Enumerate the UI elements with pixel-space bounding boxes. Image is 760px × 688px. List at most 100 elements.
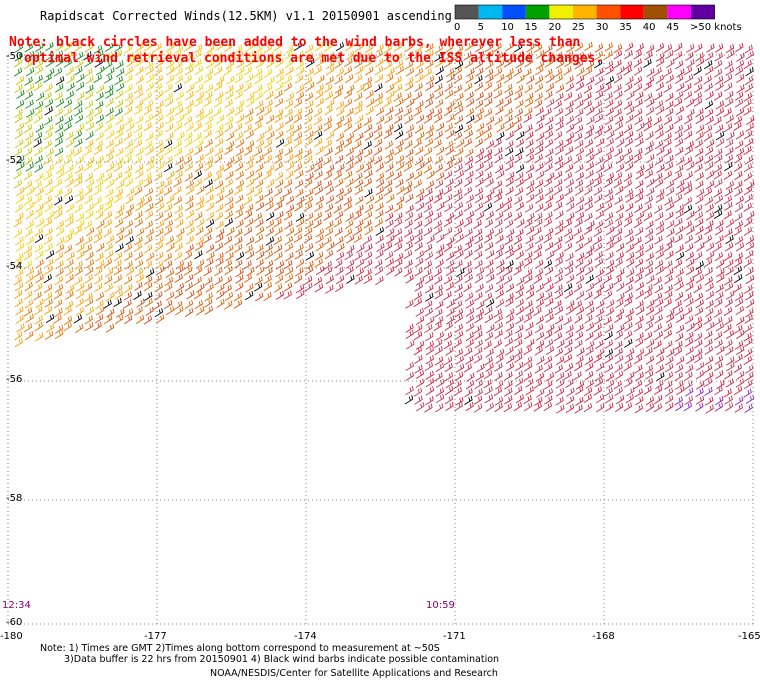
wind-barb xyxy=(384,60,393,70)
wind-barb xyxy=(34,227,43,237)
wind-barb xyxy=(345,212,354,222)
wind-barb xyxy=(603,202,613,212)
wind-barb xyxy=(283,179,293,189)
wind-barb xyxy=(75,194,85,204)
wind-barb xyxy=(734,252,743,262)
wind-barb xyxy=(185,91,194,101)
wind-barb xyxy=(415,307,424,317)
wind-barb xyxy=(583,236,593,246)
wind-barb xyxy=(594,124,604,134)
wind-barb xyxy=(555,225,564,235)
wind-barb xyxy=(493,339,502,349)
wind-barb xyxy=(736,329,745,339)
wind-barb xyxy=(423,164,432,174)
wind-barb xyxy=(204,161,213,172)
wind-barb xyxy=(543,259,553,269)
wind-barb xyxy=(415,114,425,124)
wind-barb xyxy=(334,259,343,269)
wind-barb xyxy=(623,378,633,388)
wind-barb xyxy=(405,299,414,309)
wind-barb xyxy=(255,250,265,261)
wind-barb xyxy=(35,298,44,309)
wind-barb xyxy=(453,227,463,237)
wind-barb xyxy=(634,98,643,108)
wind-barb xyxy=(443,275,453,285)
wind-barb xyxy=(686,43,695,53)
wind-barb xyxy=(156,180,165,190)
wind-barb xyxy=(54,188,63,198)
wind-barb xyxy=(34,233,44,244)
wind-barb xyxy=(383,179,393,189)
wind-barb xyxy=(285,153,294,164)
wind-barb xyxy=(545,313,554,323)
wind-barb xyxy=(735,107,745,117)
wind-barb xyxy=(455,396,464,406)
wind-barb xyxy=(385,219,394,229)
legend-speed-label: 10 xyxy=(501,22,514,33)
wind-barb xyxy=(95,100,104,110)
wind-barb xyxy=(383,242,393,252)
wind-barb xyxy=(445,259,455,269)
wind-barb xyxy=(114,234,124,244)
wind-barb xyxy=(63,41,73,52)
wind-barb xyxy=(55,220,65,230)
wind-barb xyxy=(314,156,324,166)
wind-barb xyxy=(694,306,704,317)
wind-barb xyxy=(143,91,152,101)
wind-barb xyxy=(24,299,34,309)
wind-barb xyxy=(545,345,555,356)
wind-barb xyxy=(563,282,573,293)
wind-barb xyxy=(205,283,214,293)
wind-barb xyxy=(23,180,33,190)
wind-barb xyxy=(745,274,755,284)
wind-barb xyxy=(255,194,264,204)
wind-barb xyxy=(53,290,63,300)
wind-barb xyxy=(623,362,632,372)
wind-barb xyxy=(125,235,134,246)
wind-barb xyxy=(484,356,493,366)
wind-barb xyxy=(154,74,164,85)
wind-barb xyxy=(704,100,714,110)
wind-barb xyxy=(653,116,662,126)
wind-barb xyxy=(375,275,384,286)
wind-barb xyxy=(125,51,135,62)
wind-barb xyxy=(75,81,85,91)
wind-barb xyxy=(665,201,675,211)
wind-barb xyxy=(683,204,693,214)
wind-barb xyxy=(545,194,554,204)
wind-barb xyxy=(76,91,85,101)
wind-barb xyxy=(44,98,54,108)
wind-barb xyxy=(575,274,585,285)
wind-barb xyxy=(664,162,674,172)
wind-barb xyxy=(345,107,354,117)
wind-barb xyxy=(43,195,53,205)
wind-barb xyxy=(733,258,743,268)
wind-barb xyxy=(303,227,313,237)
wind-barb xyxy=(173,178,182,188)
wind-barb xyxy=(686,322,695,332)
wind-barb xyxy=(344,251,353,261)
wind-barb xyxy=(314,51,324,61)
wind-barb xyxy=(523,356,533,366)
wind-barb xyxy=(465,210,475,220)
wind-barb xyxy=(123,299,132,309)
wind-barb xyxy=(134,267,144,277)
wind-barb xyxy=(694,163,703,173)
wind-barb xyxy=(553,170,563,180)
wind-barb xyxy=(733,363,742,373)
wind-barb xyxy=(45,123,54,134)
wind-barb xyxy=(334,282,344,293)
wind-barb xyxy=(105,250,114,260)
wind-barb xyxy=(675,204,685,214)
wind-barb xyxy=(543,401,553,412)
wind-barb xyxy=(345,50,355,61)
wind-barb xyxy=(494,362,503,372)
wind-barb xyxy=(105,139,114,149)
wind-barb xyxy=(404,114,413,125)
wind-barb xyxy=(704,154,714,164)
wind-barb xyxy=(145,228,154,238)
wind-barb xyxy=(635,281,645,291)
wind-barb xyxy=(185,195,194,205)
wind-barb xyxy=(354,251,363,261)
wind-barb xyxy=(354,185,363,196)
